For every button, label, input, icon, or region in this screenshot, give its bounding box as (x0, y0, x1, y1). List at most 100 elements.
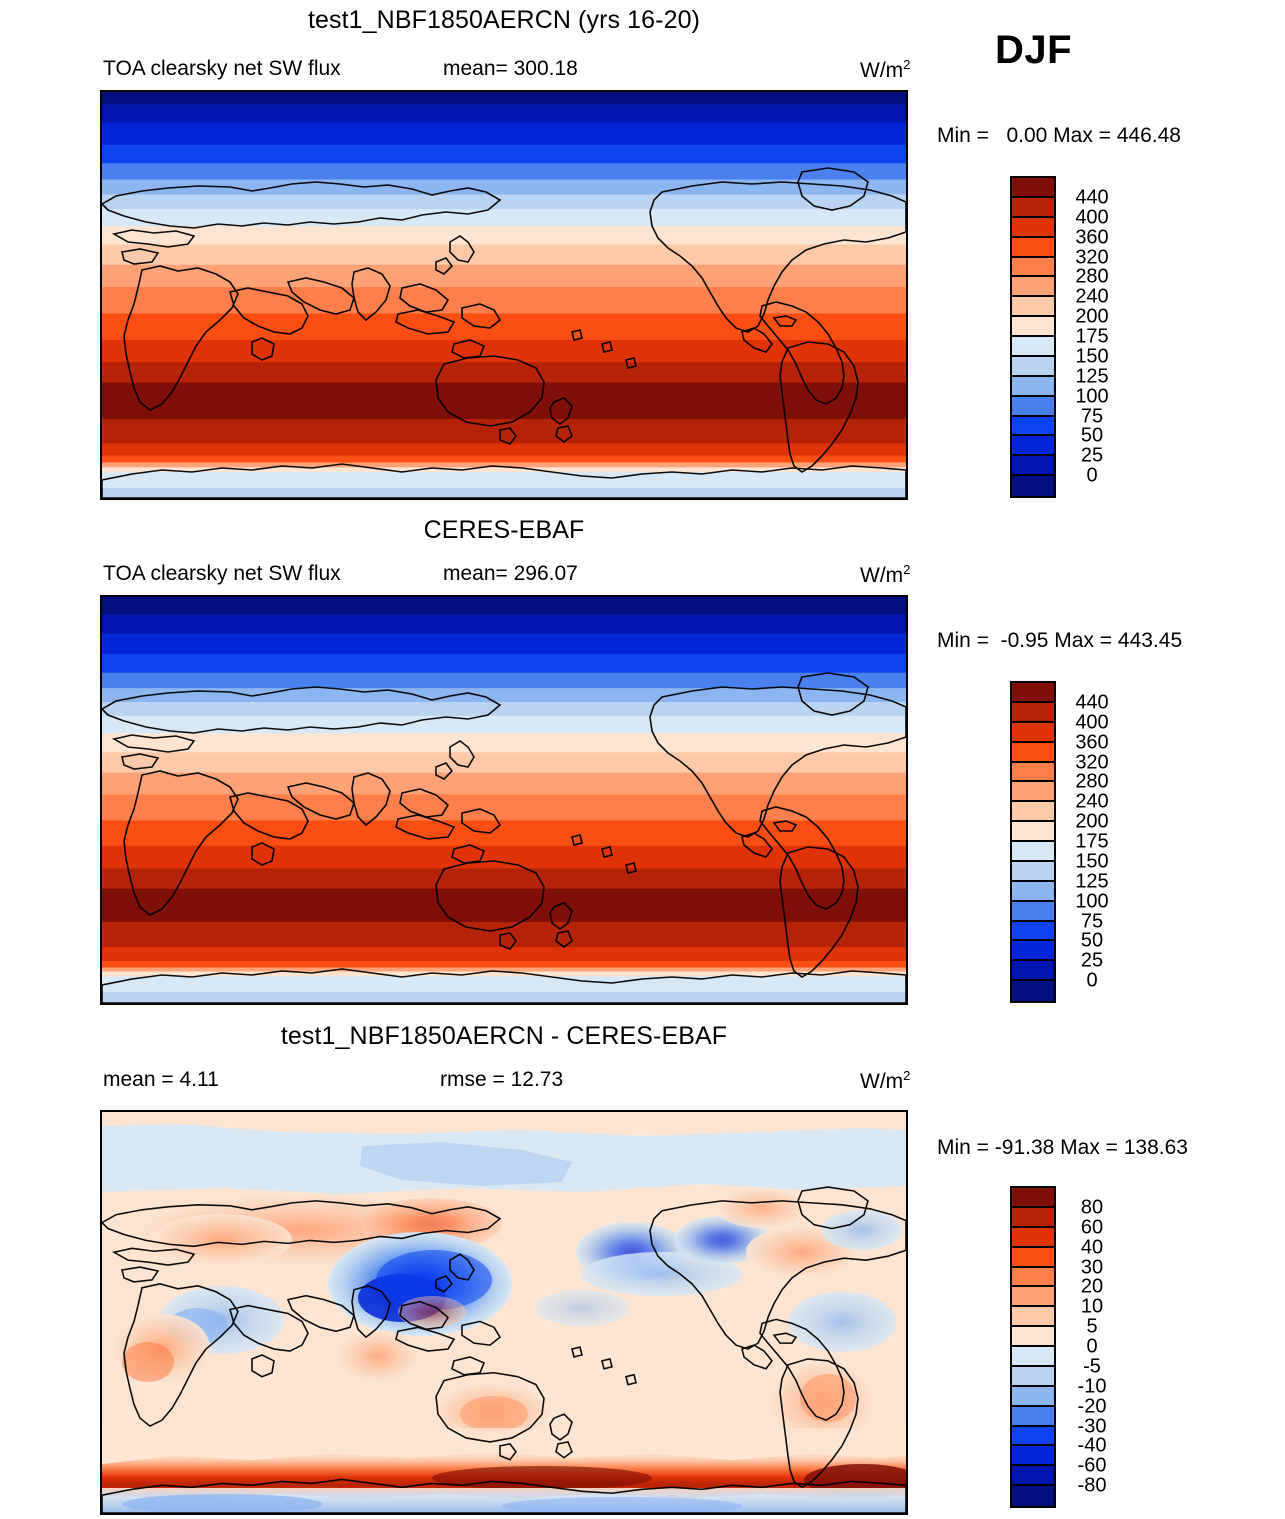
map-obs (100, 595, 908, 1005)
colorbar-tick-label: 50 (1080, 929, 1104, 952)
units-text: W/m (860, 1070, 904, 1093)
colorbar-swatch (1012, 337, 1054, 357)
colorbar-tick-label: 240 (1075, 790, 1109, 813)
colorbar-swatch (1012, 1486, 1054, 1506)
colorbar-swatch (1012, 178, 1054, 198)
colorbar-tick-label: 0 (1086, 464, 1098, 487)
colorbar-swatch (1012, 722, 1054, 743)
colorbar-model: 440 400 360 320 280 240 200 175 150 125 100 75 50 25 0 (1010, 176, 1210, 498)
panel-field-label-obs: TOA clearsky net SW flux (103, 562, 341, 585)
units-exponent: 2 (903, 1068, 911, 1083)
colorbar-obs: 440 400 360 320 280 240 200 175 150 125 100 75 50 25 0 (1010, 681, 1210, 1003)
colorbar-swatch (1012, 217, 1054, 238)
colorbar-swatch (1012, 1327, 1054, 1347)
colorbar-swatch (1012, 961, 1054, 982)
colorbar-labels-model: 440 400 360 320 280 240 200 175 150 125 100 75 50 25 0 (1066, 176, 1146, 498)
units-exponent: 2 (903, 562, 911, 577)
colorbar-tick-label: 360 (1075, 731, 1109, 754)
colorbar-swatch (1012, 456, 1054, 477)
colorbar-tick-label: 50 (1080, 424, 1104, 447)
colorbar-tick-label: 100 (1075, 890, 1109, 913)
colorbar-tick-label: 75 (1080, 910, 1104, 932)
panel-title-diff: test1_NBF1850AERCN - CERES-EBAF (280, 1022, 728, 1050)
colorbar-swatch (1012, 861, 1054, 882)
colorbar-tick-label: 30 (1080, 1256, 1104, 1278)
colorbar-swatch (1012, 981, 1054, 1001)
map-obs-svg (102, 597, 906, 1003)
minmax-model: Min = 0.00 Max = 446.48 (937, 124, 1181, 147)
colorbar-tick-label: 320 (1075, 246, 1109, 268)
colorbar-tick-label: 175 (1075, 830, 1109, 853)
colorbar-swatch (1012, 1307, 1054, 1328)
colorbar-swatch (1012, 822, 1054, 842)
colorbar-swatches-model (1010, 176, 1056, 498)
colorbar-tick-label: 175 (1075, 325, 1109, 348)
colorbar-tick-label: -40 (1077, 1434, 1107, 1457)
colorbar-swatch (1012, 1287, 1054, 1308)
colorbar-tick-label: 20 (1080, 1275, 1104, 1298)
map-model (100, 90, 908, 500)
colorbar-tick-label: 0 (1086, 969, 1098, 992)
colorbar-swatch (1012, 842, 1054, 862)
map-diff-svg (102, 1112, 906, 1513)
colorbar-swatch (1012, 257, 1054, 278)
panel-units-diff: W/m2 (860, 1068, 910, 1094)
colorbar-tick-label: 280 (1075, 265, 1109, 288)
colorbar-tick-label: 280 (1075, 770, 1109, 793)
colorbar-swatch (1012, 1267, 1054, 1288)
colorbar-tick-label: 80 (1080, 1196, 1104, 1219)
colorbar-swatch (1012, 317, 1054, 337)
colorbar-swatch (1012, 1386, 1054, 1407)
panel-rmse-diff: rmse = 12.73 (440, 1068, 564, 1091)
colorbar-tick-label: -10 (1077, 1375, 1107, 1398)
colorbar-swatch (1012, 941, 1054, 962)
colorbar-swatch (1012, 356, 1054, 377)
colorbar-swatch (1012, 436, 1054, 457)
colorbar-tick-label: 125 (1075, 365, 1109, 388)
colorbar-tick-label: 150 (1075, 850, 1109, 873)
colorbar-tick-label: 25 (1080, 949, 1104, 972)
colorbar-swatch (1012, 1207, 1054, 1228)
map-model-svg (102, 92, 906, 498)
panel-field-label-model: TOA clearsky net SW flux (103, 57, 341, 80)
colorbar-swatch (1012, 1446, 1054, 1467)
colorbar-swatch (1012, 396, 1054, 417)
colorbar-swatch (1012, 1347, 1054, 1367)
colorbar-swatch (1012, 881, 1054, 902)
colorbar-tick-label: 400 (1075, 206, 1109, 229)
colorbar-swatch (1012, 376, 1054, 397)
colorbar-swatch (1012, 921, 1054, 942)
units-exponent: 2 (903, 57, 911, 72)
colorbar-tick-label: 150 (1075, 345, 1109, 368)
colorbar-tick-label: 200 (1075, 305, 1109, 328)
colorbar-tick-label: 200 (1075, 810, 1109, 833)
colorbar-labels-diff: 80 60 40 30 20 10 5 0 -5 -10 -20 -30 -40 -60 -80 (1066, 1186, 1146, 1508)
colorbar-tick-label: -20 (1077, 1395, 1107, 1418)
colorbar-swatch (1012, 277, 1054, 298)
colorbar-swatch (1012, 1227, 1054, 1248)
map-diff (100, 1110, 908, 1515)
colorbar-swatch (1012, 782, 1054, 803)
colorbar-swatch (1012, 197, 1054, 218)
units-text: W/m (860, 564, 904, 587)
panel-mean-obs: mean= 296.07 (443, 562, 578, 585)
panel-units-obs: W/m2 (860, 562, 910, 588)
colorbar-tick-label: 440 (1075, 186, 1109, 209)
colorbar-tick-label: 25 (1080, 444, 1104, 467)
colorbar-tick-label: 400 (1075, 711, 1109, 734)
colorbar-tick-label: 60 (1080, 1216, 1104, 1239)
units-text: W/m (860, 59, 904, 82)
panel-mean-model: mean= 300.18 (443, 57, 578, 80)
colorbar-swatch (1012, 297, 1054, 318)
panel-title-obs: CERES-EBAF (423, 516, 585, 544)
colorbar-tick-label: -60 (1077, 1454, 1107, 1477)
colorbar-swatch (1012, 416, 1054, 437)
colorbar-swatch (1012, 1406, 1054, 1427)
colorbar-swatch (1012, 1466, 1054, 1487)
colorbar-labels-obs: 440 400 360 320 280 240 200 175 150 125 100 75 50 25 0 (1066, 681, 1146, 1003)
colorbar-swatch (1012, 683, 1054, 703)
colorbar-swatches-diff (1010, 1186, 1056, 1508)
colorbar-swatch (1012, 1188, 1054, 1208)
colorbar-swatch (1012, 1247, 1054, 1268)
colorbar-tick-label: -80 (1077, 1474, 1107, 1497)
